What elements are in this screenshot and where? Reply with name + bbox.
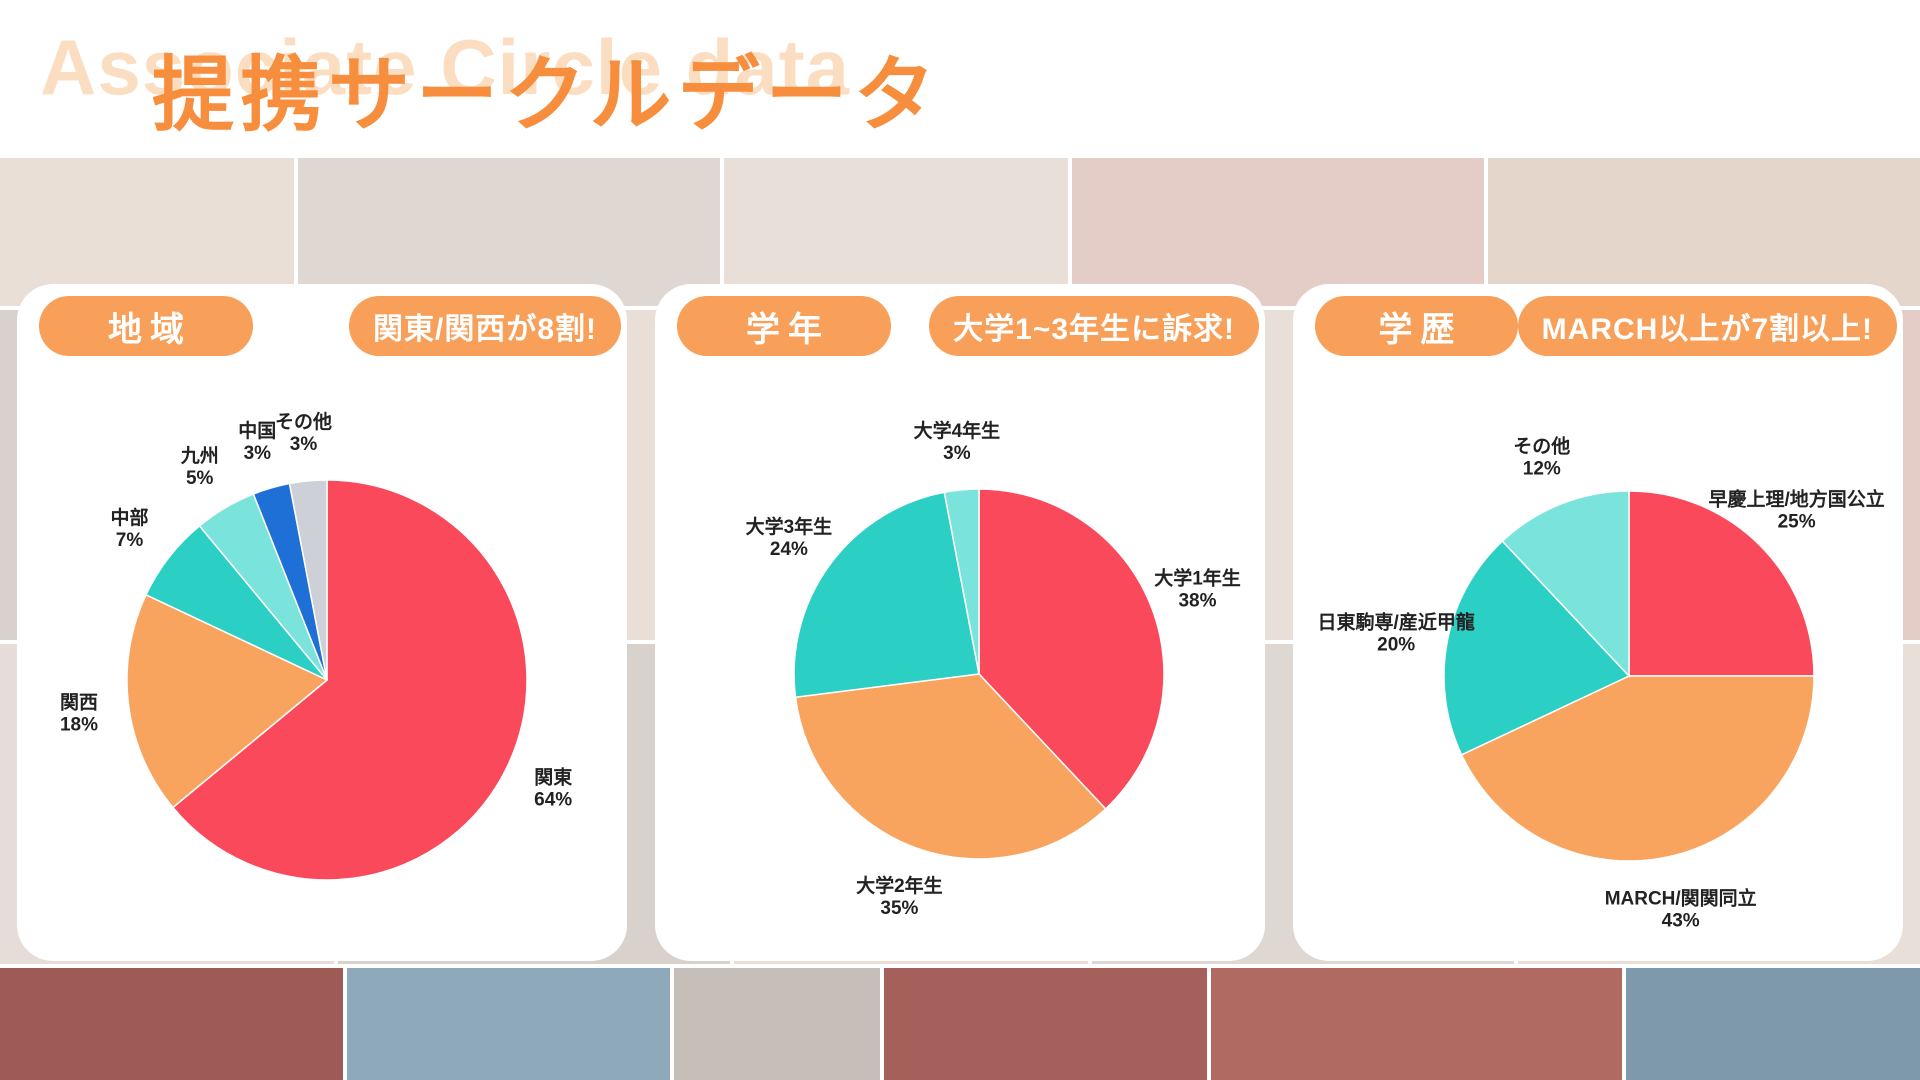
education-headline-pill: MARCH以上が7割以上! — [1517, 296, 1897, 356]
grade-headline-pill: 大学1~3年生に訴求! — [929, 296, 1259, 356]
pie-label-value: 12% — [1523, 459, 1561, 480]
pie-label-value: 38% — [1178, 591, 1216, 612]
collage-tile — [1071, 158, 1485, 306]
collage-tile — [673, 968, 880, 1080]
pie-label-name: 九州 — [180, 445, 219, 467]
pie-slice-MARCH/関関同立 — [1460, 675, 1815, 862]
pie-label-value: 24% — [770, 539, 808, 560]
collage-tile — [1210, 968, 1623, 1080]
pie-label-value: 5% — [186, 468, 214, 489]
region-headline-pill: 関東/関西が8割! — [348, 296, 621, 356]
pie-label-name: 大学1年生 — [1154, 567, 1241, 590]
pie-slice-日東駒専/産近甲龍 — [1443, 540, 1631, 756]
pie-label-name: MARCH/関関同立 — [1605, 886, 1757, 909]
pie-slice-その他 — [1501, 490, 1630, 678]
pie-slice-大学4年生 — [943, 488, 980, 675]
pie-label-name: 早慶上理/地方国公立 — [1708, 487, 1884, 510]
card-region: 地域 関東/関西が8割! 関東 64% 関西 18% 中部 7% 九州 5% 中国 3% その他 3% — [17, 284, 627, 961]
education-badge-pill: 学歴 — [1315, 296, 1518, 356]
pie-label-name: 関東 — [534, 765, 572, 788]
title-background-text: Associate Circle data — [40, 23, 851, 111]
collage-tile — [883, 968, 1207, 1080]
pie-label-value: 35% — [880, 898, 918, 919]
pie-label-value: 20% — [1377, 635, 1415, 656]
pie-label-value: 25% — [1778, 511, 1816, 532]
pie-label-name: その他 — [1513, 435, 1570, 458]
pie-label-name: 大学2年生 — [856, 874, 943, 897]
cards-row: 地域 関東/関西が8割! 関東 64% 関西 18% 中部 7% 九州 5% 中国 3% その他 3%… — [17, 284, 1903, 961]
collage-tile — [0, 968, 343, 1080]
card-grade: 学年 大学1~3年生に訴求! 大学1年生 38% 大学2年生 35% 大学3年生 24% 大… — [655, 284, 1265, 961]
pie-label-value: 7% — [116, 530, 144, 551]
collage-tile — [1488, 158, 1920, 306]
card-region-header: 地域 関東/関西が8割! — [39, 296, 621, 356]
pie-label-value: 3% — [290, 434, 318, 455]
card-education: 学歴 MARCH以上が7割以上! 早慶上理/地方国公立 25% MARCH/関関同立… — [1293, 284, 1903, 961]
pie-label-value: 43% — [1662, 910, 1700, 931]
pie-label-value: 64% — [534, 789, 572, 810]
region-badge-pill: 地域 — [39, 296, 253, 356]
collage-tile — [346, 968, 670, 1080]
pie-label-name: 大学4年生 — [914, 419, 1001, 442]
collage-tile — [0, 158, 295, 306]
pie-label-value: 3% — [943, 443, 971, 464]
pie-slice-関西 — [126, 593, 329, 809]
pie-label-name: 関西 — [60, 691, 98, 713]
pie-label-value: 3% — [244, 443, 272, 464]
grade-badge-pill: 学年 — [677, 296, 891, 356]
pie-label-name: 大学3年生 — [746, 515, 833, 538]
pie-slice-関東 — [171, 479, 528, 881]
pie-label-name: 中国 — [238, 419, 276, 442]
pie-slice-早慶上理/地方国公立 — [1628, 490, 1815, 677]
pie-label-name: 日東駒専/産近甲龍 — [1318, 611, 1475, 634]
pie-slice-大学1年生 — [978, 488, 1165, 810]
pie-label-value: 18% — [60, 714, 98, 735]
pie-label-name: その他 — [275, 410, 332, 433]
pie-label-name: 中部 — [110, 506, 148, 529]
page-title: 提携サークルデータ — [152, 50, 942, 141]
pie-slice-その他 — [288, 479, 328, 681]
collage-tile — [724, 158, 1068, 306]
collage-tile — [1626, 968, 1920, 1080]
pie-slice-大学3年生 — [793, 491, 980, 699]
card-grade-header: 学年 大学1~3年生に訴求! — [677, 296, 1259, 356]
collage-tile — [298, 158, 721, 306]
pie-slice-大学2年生 — [794, 673, 1107, 860]
card-education-header: 学歴 MARCH以上が7割以上! — [1315, 296, 1897, 356]
